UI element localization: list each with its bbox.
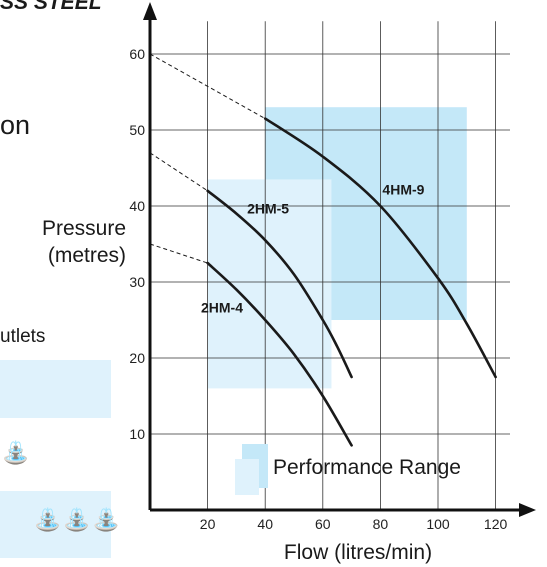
y-axis-label-line-2: (metres) [47, 244, 126, 267]
tap-icon: ⛲ [2, 440, 30, 465]
y-tick-label: 30 [129, 274, 145, 290]
curve-extrapolation-4hm-9 [149, 53, 266, 120]
y-axis-arrow-icon [143, 2, 157, 20]
y-tick-label: 50 [129, 122, 145, 138]
x-axis-arrow-icon [519, 503, 536, 517]
curve-extrapolation-2hm-5 [149, 152, 208, 192]
tap-icon-group-1: ⛲ [2, 442, 29, 464]
curve-extrapolation-2hm-4 [149, 243, 208, 264]
tap-icon: ⛲ [63, 507, 93, 532]
outlets-band-2 [0, 491, 111, 558]
title-fragment: SS STEEL [0, 0, 102, 14]
tap-icon: ⛲ [92, 507, 123, 532]
x-tick-label: 120 [484, 516, 508, 532]
y-axis-label-line-1: Pressure [41, 217, 126, 240]
outlets-label: utlets [0, 326, 46, 347]
y-tick-label: 10 [129, 426, 145, 442]
y-tick-label: 40 [129, 198, 145, 214]
series-label-2hm-4: 2HM-4 [201, 299, 243, 315]
y-tick-label: 20 [129, 350, 145, 366]
x-tick-label: 80 [373, 516, 389, 532]
x-axis-label: Flow (litres/min) [284, 541, 432, 564]
legend-swatch-light [235, 459, 259, 495]
tap-icon: ⛲ [34, 507, 64, 532]
legend-label: Performance Range [273, 456, 461, 479]
outlets-band-1 [0, 360, 111, 418]
series-label-4hm-9: 4HM-9 [382, 182, 424, 198]
curve-2hm-4 [206, 261, 353, 447]
x-tick-label: 20 [200, 516, 216, 532]
x-tick-label: 60 [315, 516, 331, 532]
tap-icon-group-2: ⛲⛲⛲ [34, 509, 122, 531]
curve-2hm-5 [206, 189, 353, 379]
curve-4hm-9 [263, 117, 497, 379]
heading-fragment: on [0, 110, 31, 140]
x-tick-label: 100 [426, 516, 450, 532]
series-label-2hm-5: 2HM-5 [247, 201, 289, 217]
y-tick-label: 60 [129, 46, 145, 62]
performance-range-2hm-5 [207, 179, 332, 389]
x-tick-label: 40 [257, 516, 273, 532]
